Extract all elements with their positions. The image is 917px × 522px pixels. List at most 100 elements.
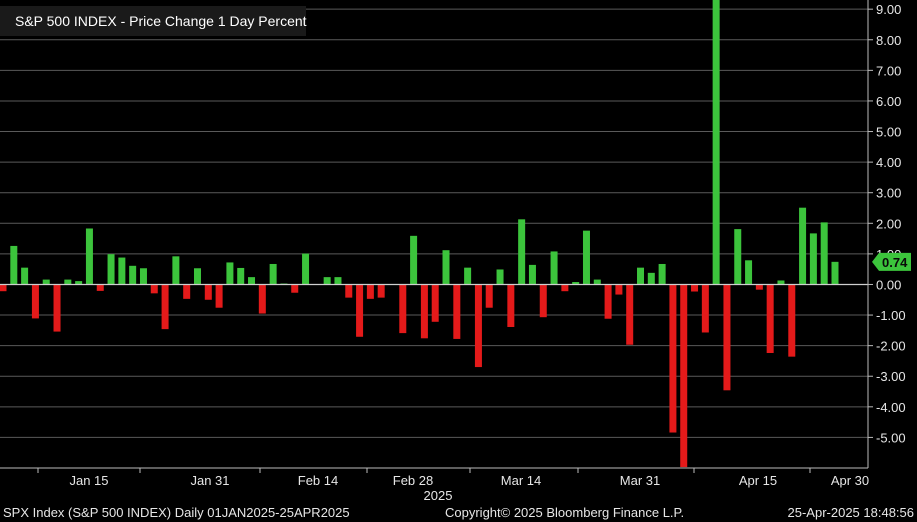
- year-label: 2025: [424, 488, 453, 503]
- bar: [269, 263, 277, 285]
- bar: [809, 233, 817, 285]
- bar: [528, 264, 536, 285]
- last-value-label: 0.74: [882, 255, 908, 270]
- bar: [507, 284, 515, 327]
- bar: [712, 0, 720, 285]
- bar: [215, 284, 223, 308]
- legend: S&P 500 INDEX - Price Change 1 Day Perce…: [0, 6, 307, 36]
- bar: [302, 253, 310, 285]
- bar: [496, 269, 504, 285]
- y-tick-label: -4.00: [876, 400, 906, 415]
- bar: [248, 277, 256, 285]
- bar: [701, 284, 709, 333]
- bar: [410, 235, 418, 285]
- bar: [42, 279, 50, 285]
- bar: [820, 222, 828, 285]
- gridlines: [0, 8, 868, 438]
- bar: [204, 284, 212, 300]
- bar: [615, 284, 623, 295]
- footer-copyright: Copyright© 2025 Bloomberg Finance L.P.: [445, 505, 685, 520]
- bar: [658, 263, 666, 285]
- bar: [582, 230, 590, 285]
- bar: [691, 284, 699, 292]
- footer: SPX Index (S&P 500 INDEX) Daily 01JAN202…: [0, 503, 917, 522]
- y-tick-label: 2.00: [876, 216, 901, 231]
- bar: [788, 284, 796, 357]
- y-tick-label: -1.00: [876, 308, 906, 323]
- bar: [53, 284, 61, 332]
- bar: [766, 284, 774, 353]
- bar: [377, 284, 385, 298]
- y-tick-label: -5.00: [876, 430, 906, 445]
- chart-title: S&P 500 INDEX - Price Change 1 Day Perce…: [15, 13, 307, 29]
- bar: [572, 282, 580, 285]
- footer-ticker: SPX Index (S&P 500 INDEX) Daily 01JAN202…: [3, 505, 350, 520]
- bar: [150, 284, 158, 294]
- bar: [647, 272, 655, 285]
- bar: [10, 245, 18, 285]
- y-tick-label: 3.00: [876, 186, 901, 201]
- bar: [431, 284, 439, 322]
- bar: [539, 284, 547, 318]
- bar: [637, 267, 645, 285]
- last-value-marker: 0.74: [872, 252, 911, 271]
- x-tick-label: Apr 15: [739, 473, 777, 488]
- bar: [172, 256, 180, 285]
- bar: [745, 260, 753, 285]
- bar: [21, 267, 29, 285]
- y-tick-label: 8.00: [876, 33, 901, 48]
- bar: [107, 254, 115, 285]
- bar: [129, 265, 137, 285]
- bar: [161, 284, 169, 330]
- bar: [464, 267, 472, 285]
- bar: [474, 284, 482, 368]
- bar-series: [0, 0, 839, 468]
- bar: [237, 267, 245, 285]
- bar: [366, 284, 374, 299]
- bar: [31, 284, 39, 319]
- bar: [96, 284, 104, 291]
- y-tick-label: -3.00: [876, 369, 906, 384]
- bar: [604, 284, 612, 319]
- bar: [226, 262, 234, 285]
- bar: [258, 284, 266, 314]
- bar: [626, 284, 634, 345]
- bar: [356, 284, 364, 337]
- x-tick-label: Feb 28: [393, 473, 433, 488]
- bar: [669, 284, 677, 433]
- last-value-tag: [872, 252, 911, 271]
- bar: [561, 284, 569, 292]
- x-tick-label: Jan 31: [190, 473, 229, 488]
- bar: [680, 284, 688, 468]
- bar: [755, 284, 763, 290]
- bar: [85, 228, 93, 285]
- y-tick-label: 9.00: [876, 2, 901, 17]
- y-axis: -5.00-4.00-3.00-2.00-1.000.001.002.003.0…: [867, 0, 906, 468]
- bar: [118, 257, 126, 285]
- bar: [799, 207, 807, 285]
- footer-timestamp: 25-Apr-2025 18:48:56: [787, 505, 914, 520]
- bar: [334, 277, 342, 285]
- x-axis: Jan 15 Jan 31 Feb 14 Feb 28 Mar 14 Mar 31 Apr …: [0, 467, 869, 503]
- bar: [593, 279, 601, 285]
- bar: [291, 284, 299, 293]
- bar: [723, 284, 731, 391]
- bar: [485, 284, 493, 308]
- bar: [734, 229, 742, 285]
- bar: [831, 261, 839, 285]
- y-tick-label: 0.00: [876, 277, 901, 292]
- y-tick-label: 5.00: [876, 125, 901, 140]
- bar: [345, 284, 353, 298]
- x-tick-label: Mar 31: [620, 473, 660, 488]
- bar: [453, 284, 461, 339]
- bar: [442, 250, 450, 285]
- bar: [420, 284, 428, 339]
- x-tick-label: Mar 14: [501, 473, 541, 488]
- x-tick-label: Apr 30: [831, 473, 869, 488]
- y-tick-label: 7.00: [876, 63, 901, 78]
- bar: [193, 268, 201, 285]
- y-tick-label: 6.00: [876, 94, 901, 109]
- bar: [183, 284, 191, 299]
- y-tick-label: 4.00: [876, 155, 901, 170]
